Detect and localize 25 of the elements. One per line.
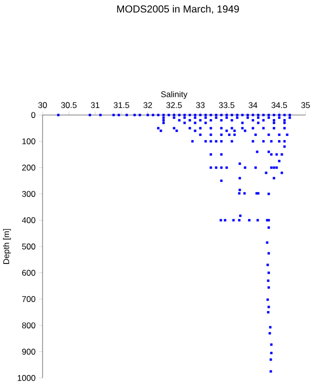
y-tick-label: 200 (22, 164, 36, 171)
y-tick-label: 400 (22, 217, 36, 224)
x-tick-label: 33 (196, 102, 205, 108)
x-tick-label: 32.5 (166, 102, 182, 108)
y-tick-label: 600 (22, 270, 36, 276)
y-tick-label: 100 (22, 138, 36, 144)
x-tick-label: 32 (144, 102, 152, 108)
y-tick-label: 0 (31, 112, 36, 118)
x-tick-label: 31.5 (114, 102, 130, 108)
x-axis-title: Salinity (161, 91, 188, 99)
x-tick-label: 34 (248, 102, 258, 108)
x-tick-label: 30.5 (61, 102, 77, 108)
y-tick-label: 500 (22, 244, 36, 250)
y-axis-title: Depth [m] (3, 229, 11, 264)
y-tick-label: 1000 (18, 375, 36, 381)
chart-title: MODS2005 in March, 1949 (117, 5, 240, 14)
x-tick-label: 34.5 (272, 102, 288, 108)
y-tick-label: 700 (22, 296, 36, 302)
y-tick-label: 800 (22, 322, 36, 328)
x-tick-label: 33.5 (219, 102, 235, 108)
x-tick-label: 35 (301, 102, 310, 108)
y-tick-label: 900 (22, 348, 36, 355)
y-tick-label: 300 (22, 190, 36, 197)
x-tick-label: 30 (38, 102, 47, 108)
x-tick-label: 31 (90, 102, 100, 108)
